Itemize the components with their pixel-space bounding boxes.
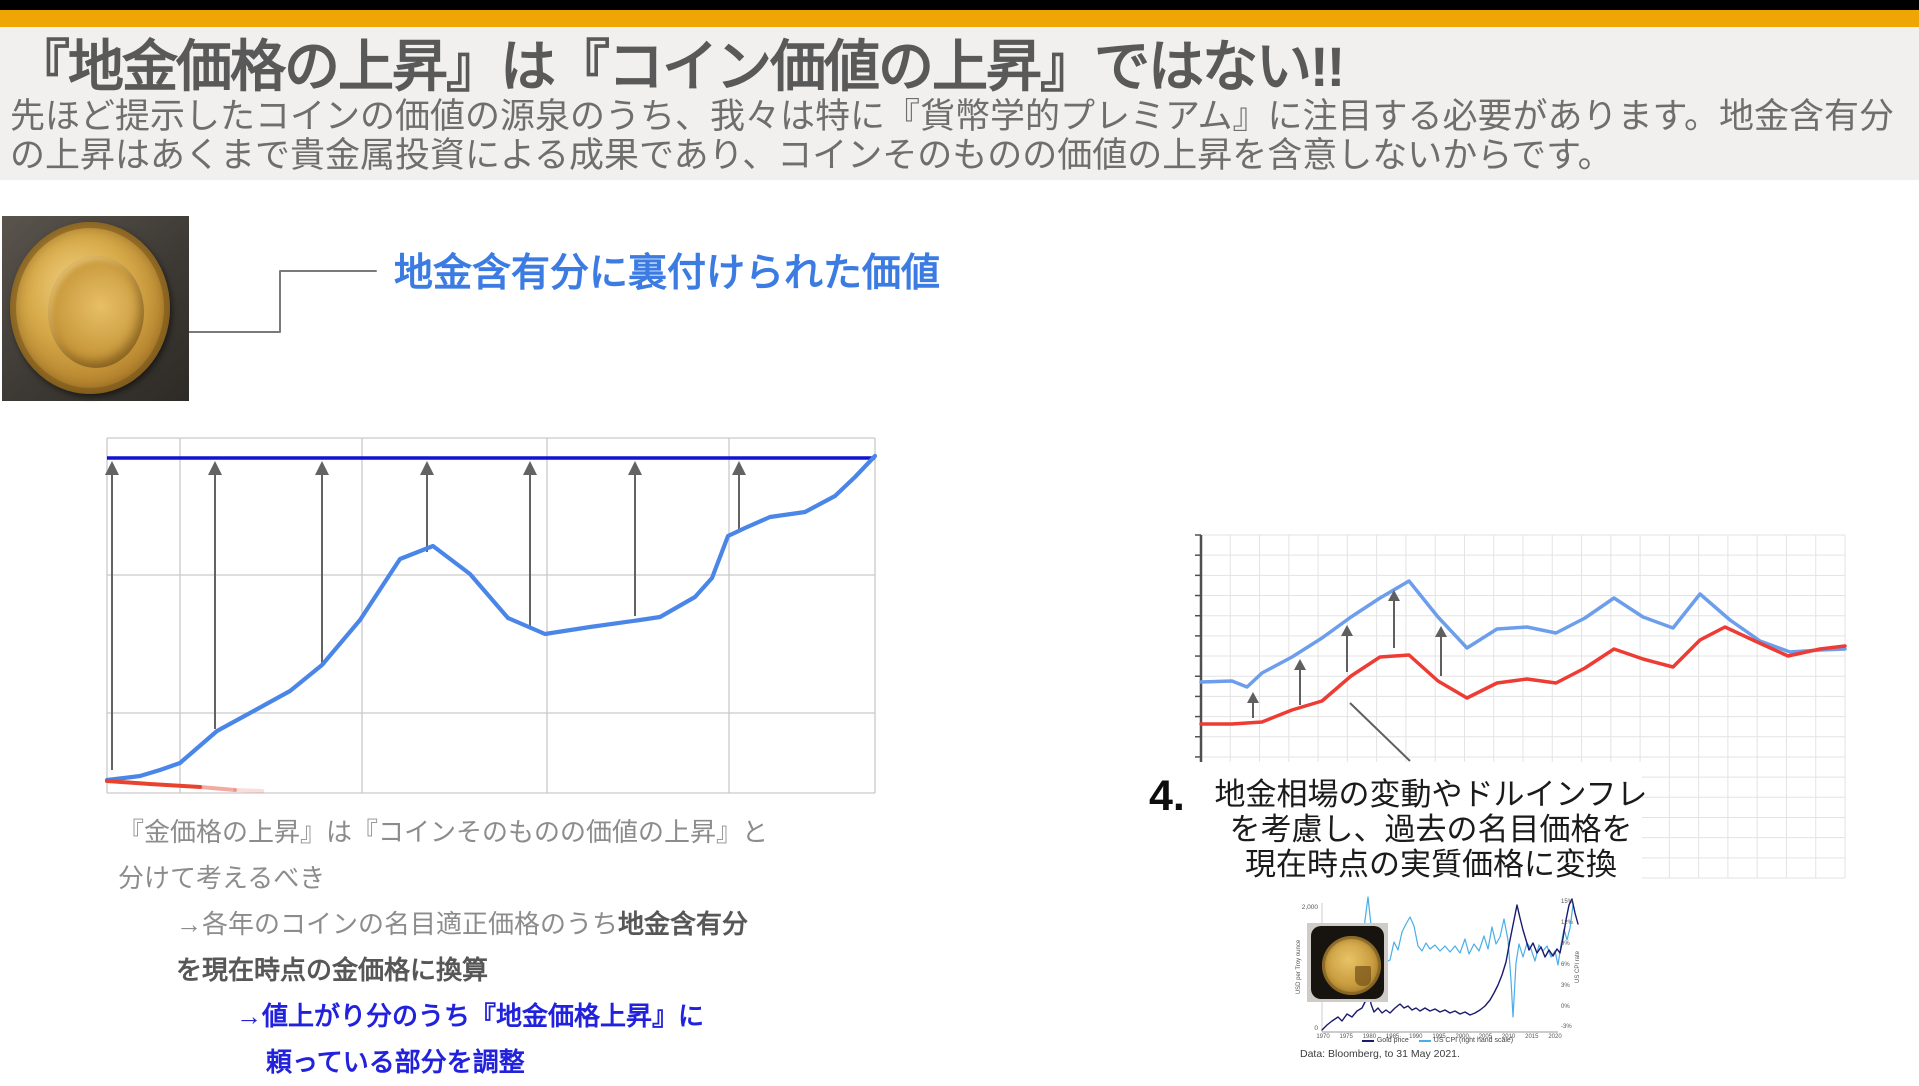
mini-right-tick-label: -3% <box>1561 1024 1572 1031</box>
mini-x-tick-label: 2010 <box>1501 1034 1516 1040</box>
mini-chart-caption: Data: Bloomberg, to 31 May 2021. <box>1300 1048 1460 1060</box>
mini-x-tick-label: 2000 <box>1455 1034 1469 1040</box>
step4-line-3: 現在時点の実質価格に変換 <box>1245 847 1617 882</box>
header-band <box>0 27 1919 180</box>
gold-coin-oval <box>10 222 170 394</box>
note-line-5: →値上がり分のうち『地金価格上昇』に <box>236 1001 705 1031</box>
note-line-1: 『金価格の上昇』は『コインそのものの価値の上昇』と <box>118 817 769 847</box>
note-line-6: 頼っている部分を調整 <box>266 1047 525 1077</box>
mini-ylabel-2000: 2,000 <box>1301 904 1318 911</box>
coin-relief-detail <box>48 256 144 368</box>
mini-x-tick-label: 1990 <box>1409 1034 1423 1040</box>
slab-holder <box>1311 926 1384 999</box>
coin-shield-detail <box>1355 966 1371 986</box>
mini-right-tick-label: 0% <box>1561 1003 1570 1010</box>
mini-x-tick-label: 2020 <box>1548 1034 1562 1040</box>
mini-right-tick-label: 9% <box>1561 940 1570 947</box>
page-title: 『地金価格の上昇』は『コイン価値の上昇』ではない!! <box>14 35 1345 98</box>
mini-x-tick-label: 1985 <box>1385 1034 1400 1040</box>
legend-item-gold: Gold price <box>1361 1037 1409 1044</box>
mini-x-tick-label: 1970 <box>1316 1034 1330 1040</box>
mini-left-axis-title: USD per Troy ounce <box>1296 939 1302 995</box>
mini-x-tick-label: 1975 <box>1339 1034 1353 1040</box>
mini-right-tick-label: 3% <box>1561 982 1570 989</box>
note-line-3-normal: →各年のコインの名目適正価格のうち <box>176 909 619 939</box>
note-line-3-bold: 地金含有分 <box>618 909 749 939</box>
mini-right-tick-label: 6% <box>1561 961 1570 968</box>
note-line-4: を現在時点の金価格に換算 <box>176 955 489 985</box>
gold-line-swatch <box>1361 1039 1374 1042</box>
gold-coin-photo <box>2 216 189 401</box>
legend-item-cpi: US CPI (right hand scale) <box>1418 1037 1513 1044</box>
note-line-3: →各年のコインの名目適正価格のうち地金含有分 <box>176 904 748 941</box>
mini-x-tick-label: 1995 <box>1432 1034 1446 1040</box>
slabbed-coin-photo <box>1307 923 1388 1002</box>
mini-x-tick-label: 2005 <box>1478 1034 1493 1040</box>
mini-x-tick-label: 2015 <box>1525 1034 1539 1040</box>
mini-ylabel-0: 0 <box>1314 1025 1318 1032</box>
step4-line-1: 地金相場の変動やドルインフレ <box>1214 777 1648 812</box>
mini-right-tick-label: 15% <box>1561 899 1574 905</box>
step4-line-2: を考慮し、過去の名目価格を <box>1229 812 1633 847</box>
top-black-bar <box>0 0 1919 10</box>
step4-number: 4. <box>1149 772 1185 820</box>
step4-description: 地金相場の変動やドルインフレ を考慮し、過去の名目価格を 現在時点の実質価格に変… <box>1205 777 1657 882</box>
page-subtitle: 先ほど提示したコインの価値の源泉のうち、我々は特に『貨幣学的プレミアム』に注目す… <box>10 97 1895 175</box>
mini-x-tick-label: 1980 <box>1362 1034 1377 1040</box>
slab-gold-coin <box>1322 936 1381 995</box>
accent-gold-bar <box>0 10 1919 27</box>
mini-right-tick-label: 12% <box>1561 919 1574 926</box>
step4-text-box <box>1145 762 1642 886</box>
note-line-2: 分けて考えるべき <box>118 863 326 893</box>
bullion-value-callout-label: 地金含有分に裏付けられた価値 <box>394 252 941 295</box>
mini-chart-legend: Gold price US CPI (right hand scale) <box>1330 1037 1545 1044</box>
cpi-line-swatch <box>1418 1039 1431 1042</box>
